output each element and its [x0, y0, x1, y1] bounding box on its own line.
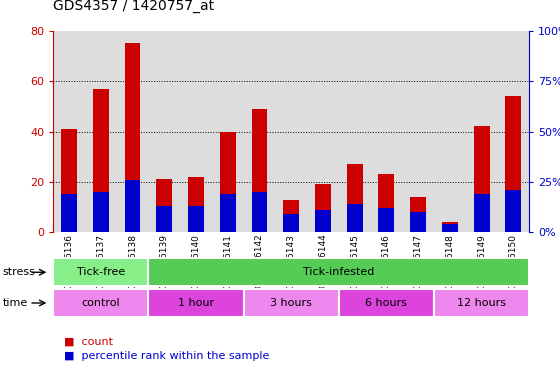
- Text: ■  count: ■ count: [64, 337, 113, 347]
- Bar: [148, 289, 244, 317]
- Text: 6 hours: 6 hours: [366, 298, 407, 308]
- Text: 1 hour: 1 hour: [178, 298, 214, 308]
- Bar: [93, 89, 109, 232]
- Bar: [156, 179, 172, 232]
- Bar: [410, 212, 426, 232]
- Bar: [188, 177, 204, 232]
- Bar: [251, 192, 267, 232]
- Bar: [442, 224, 458, 232]
- Bar: [474, 194, 489, 232]
- Bar: [474, 126, 489, 232]
- Bar: [220, 131, 236, 232]
- Bar: [93, 192, 109, 232]
- Bar: [434, 289, 529, 317]
- Bar: [148, 258, 529, 286]
- Text: ■  percentile rank within the sample: ■ percentile rank within the sample: [64, 351, 270, 361]
- Bar: [505, 96, 521, 232]
- Bar: [347, 204, 363, 232]
- Text: Tick-free: Tick-free: [77, 267, 125, 277]
- Bar: [124, 180, 141, 232]
- Text: control: control: [82, 298, 120, 308]
- Bar: [244, 289, 339, 317]
- Bar: [156, 206, 172, 232]
- Bar: [61, 129, 77, 232]
- Bar: [53, 289, 148, 317]
- Bar: [505, 190, 521, 232]
- Text: Tick-infested: Tick-infested: [303, 267, 375, 277]
- Bar: [61, 194, 77, 232]
- Bar: [315, 184, 331, 232]
- Bar: [283, 200, 299, 232]
- Bar: [339, 289, 434, 317]
- Bar: [379, 174, 394, 232]
- Text: 3 hours: 3 hours: [270, 298, 312, 308]
- Bar: [379, 208, 394, 232]
- Bar: [410, 197, 426, 232]
- Text: 12 hours: 12 hours: [457, 298, 506, 308]
- Bar: [53, 258, 148, 286]
- Bar: [283, 214, 299, 232]
- Bar: [220, 194, 236, 232]
- Bar: [442, 222, 458, 232]
- Bar: [251, 109, 267, 232]
- Bar: [315, 210, 331, 232]
- Text: stress: stress: [3, 267, 36, 277]
- Text: time: time: [3, 298, 28, 308]
- Bar: [188, 206, 204, 232]
- Text: GDS4357 / 1420757_at: GDS4357 / 1420757_at: [53, 0, 214, 13]
- Bar: [347, 164, 363, 232]
- Bar: [124, 43, 141, 232]
